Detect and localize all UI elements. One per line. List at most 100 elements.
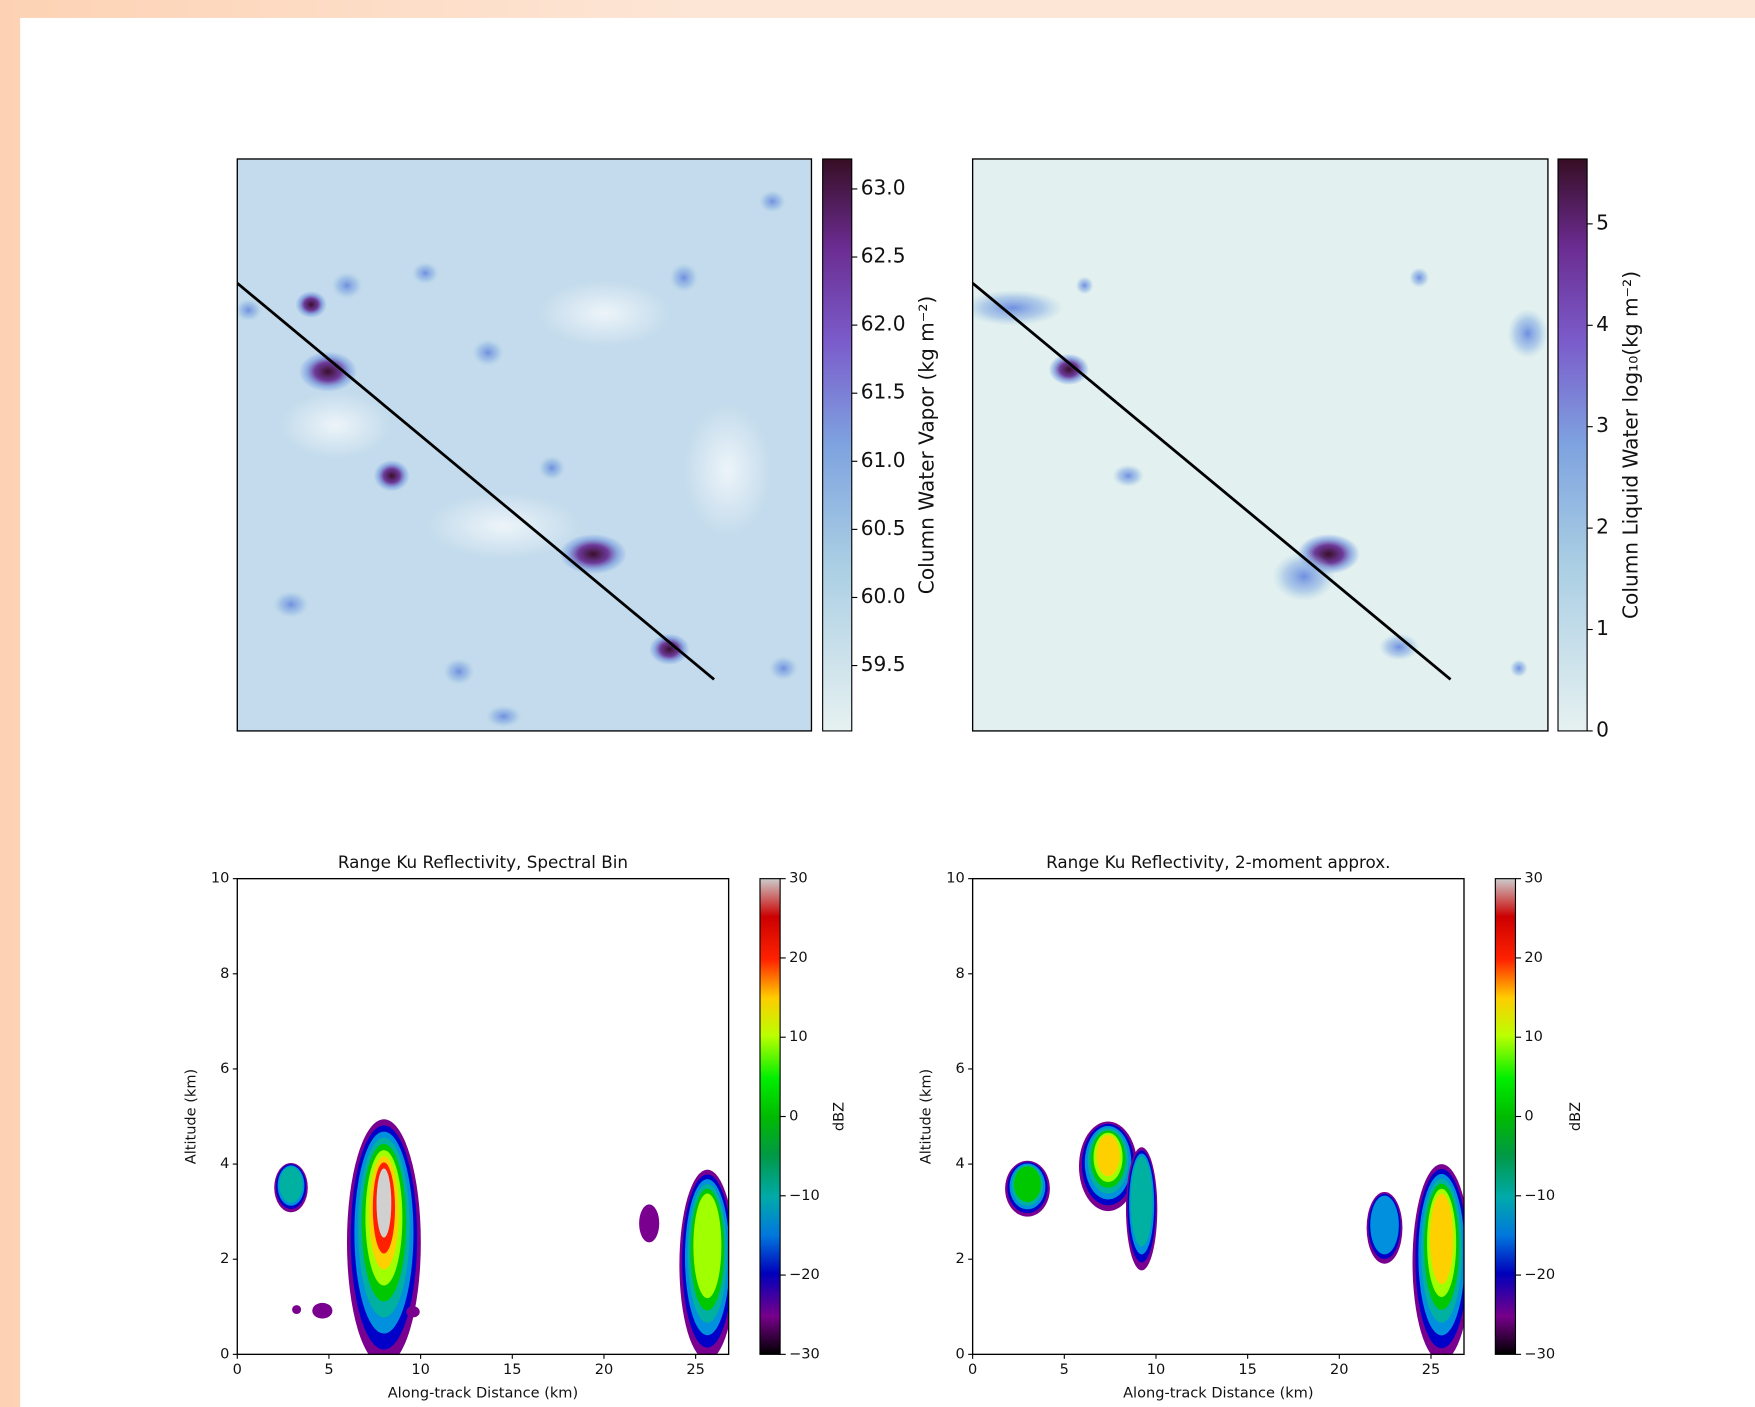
chart-title: Range Ku Reflectivity, Spectral Bin [338, 852, 628, 872]
y-tick-label: 4 [956, 1155, 965, 1172]
x-axis-label: Along-track Distance (km) [388, 1385, 578, 1402]
x-tick-label: 5 [324, 1361, 333, 1378]
colorbar-tick-label: 2 [1596, 515, 1609, 539]
axes-frame [971, 877, 1465, 1356]
x-tick-label: 0 [233, 1361, 242, 1378]
y-axis-label: Altitude (km) [182, 1069, 199, 1164]
colorbar [822, 158, 853, 732]
field-feature [537, 279, 672, 348]
colorbar-label: dBZ [1567, 1102, 1584, 1131]
x-tick-label: 15 [1238, 1361, 1257, 1378]
reflectivity-echo [639, 1204, 660, 1243]
reflectivity-echo [1370, 1195, 1399, 1255]
field-feature [1507, 308, 1548, 359]
field-feature [237, 298, 262, 322]
colorbar-tick-label: 5 [1596, 210, 1609, 234]
reflectivity-echo [1429, 1193, 1454, 1285]
field-feature [1112, 464, 1144, 487]
reflectivity-echo [693, 1193, 722, 1299]
x-tick-label: 25 [686, 1361, 705, 1378]
colorbar-tick-label: 10 [789, 1028, 808, 1045]
field-feature [1409, 267, 1430, 288]
colorbar [759, 878, 781, 1355]
y-tick-label: 10 [946, 870, 965, 887]
field-feature [669, 263, 699, 293]
colorbar-tick-label: 60.0 [861, 584, 906, 608]
x-axis-label: Along-track Distance (km) [1123, 1385, 1313, 1402]
y-tick-label: 6 [956, 1060, 965, 1077]
colorbar-tick-label: −20 [789, 1266, 820, 1283]
y-tick-label: 2 [956, 1250, 965, 1267]
track-line [237, 282, 715, 681]
x-tick-label: 0 [968, 1361, 977, 1378]
reflectivity-echo [406, 1306, 420, 1318]
field-feature [443, 658, 475, 686]
axes-frame [971, 158, 1549, 732]
reflectivity-echo [292, 1305, 302, 1315]
x-tick-label: 20 [1330, 1361, 1349, 1378]
field-feature [682, 402, 773, 538]
reflectivity-echo [376, 1168, 392, 1238]
colorbar-tick-label: 10 [1524, 1028, 1543, 1045]
field-feature [273, 591, 309, 618]
colorbar-tick-label: 1 [1596, 616, 1609, 640]
colorbar-tick-label: 0 [1596, 717, 1609, 741]
plot-area [972, 878, 1464, 1355]
colorbar-tick-label: 30 [789, 870, 808, 887]
field-feature [425, 492, 583, 560]
colorbar-tick-label: 4 [1596, 312, 1609, 336]
colorbar-tick-label: −10 [789, 1187, 820, 1204]
field-background [972, 878, 1464, 1355]
field-feature [768, 655, 799, 681]
field-feature [485, 705, 522, 728]
reflectivity-echo [279, 1166, 303, 1203]
field-feature [298, 351, 358, 392]
field-feature [1378, 633, 1420, 661]
y-tick-label: 0 [220, 1345, 229, 1362]
field-feature [1048, 353, 1090, 386]
field-feature [972, 289, 1064, 326]
colorbar-tick-label: 62.5 [861, 244, 906, 268]
reflectivity-echo [1096, 1134, 1120, 1177]
colorbar-tick-label: 60.5 [861, 516, 906, 540]
colorbar-tick-label: 0 [789, 1108, 798, 1125]
y-tick-label: 10 [211, 870, 230, 887]
field-feature [1272, 551, 1336, 602]
field-feature [649, 633, 690, 665]
reflectivity-echo [312, 1302, 333, 1319]
x-tick-label: 5 [1060, 1361, 1069, 1378]
colorbar-label: dBZ [830, 1102, 847, 1131]
colorbar-tick-label: −10 [1524, 1187, 1555, 1204]
field-feature [1075, 276, 1094, 295]
colorbar-tick-label: 63.0 [861, 175, 906, 199]
plot-area [972, 158, 1548, 731]
y-tick-label: 6 [220, 1060, 229, 1077]
x-tick-label: 25 [1422, 1361, 1441, 1378]
colorbar-tick-label: 61.0 [861, 448, 906, 472]
colorbar-tick-label: 59.5 [861, 652, 906, 676]
colorbar-label: Column Water Vapor (kg m⁻²) [914, 296, 938, 594]
colorbar-tick-label: −20 [1524, 1266, 1555, 1283]
colorbar-tick-label: 20 [1524, 949, 1543, 966]
colorbar [1494, 878, 1517, 1355]
colorbar-tick-label: −30 [1524, 1345, 1555, 1362]
field-background [237, 878, 729, 1355]
field-background [972, 158, 1548, 731]
y-tick-label: 0 [956, 1345, 965, 1362]
field-feature [472, 339, 504, 367]
field-feature [538, 455, 566, 481]
colorbar-tick-label: 62.0 [861, 312, 906, 336]
x-tick-label: 10 [1147, 1361, 1166, 1378]
field-feature [1509, 659, 1528, 678]
y-tick-label: 2 [220, 1250, 229, 1267]
reflectivity-echo [1014, 1166, 1041, 1203]
colorbar-tick-label: 3 [1596, 413, 1609, 437]
colorbar-tick-label: 0 [1524, 1108, 1533, 1125]
x-tick-label: 10 [411, 1361, 430, 1378]
field-feature [279, 391, 392, 459]
colorbar-tick-label: 20 [789, 949, 808, 966]
track-line [972, 282, 1452, 681]
field-feature [373, 460, 410, 492]
colorbar-label: Column Liquid Water log₁₀(kg m⁻²) [1618, 271, 1642, 619]
